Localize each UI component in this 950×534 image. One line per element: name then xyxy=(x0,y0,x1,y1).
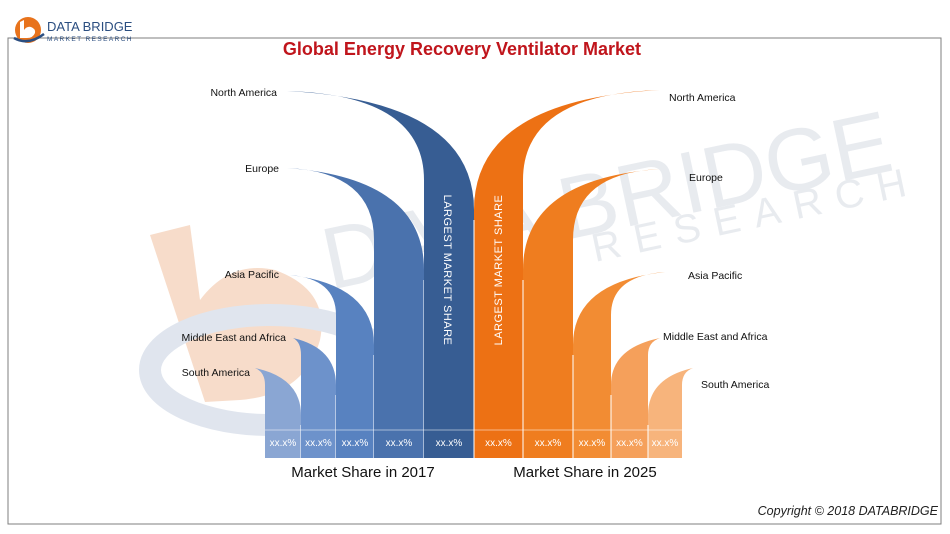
chart-labels: xx.x% South America xx.x% Middle East and A… xyxy=(182,87,770,449)
value-label-2017: xx.x% xyxy=(386,438,413,449)
chart-frame xyxy=(7,37,942,525)
value-label-2017: xx.x% xyxy=(342,438,369,449)
bar-2025-asia-pacific xyxy=(573,272,665,458)
value-label-2017: xx.x% xyxy=(436,438,463,449)
value-label-2025: xx.x% xyxy=(616,438,643,449)
logo: DATA BRIDGE MARKET RESEARCH xyxy=(13,17,133,43)
region-label-2017: Europe xyxy=(245,163,279,175)
value-label-2025: xx.x% xyxy=(485,438,512,449)
bar-2017-europe xyxy=(287,168,424,458)
value-label-2017: xx.x% xyxy=(270,438,297,449)
right-axis-label: Market Share in 2025 xyxy=(513,464,656,481)
bar-2017-asia-pacific xyxy=(290,275,374,458)
region-label-2025: South America xyxy=(701,379,769,391)
logo-name: DATA BRIDGE xyxy=(47,19,133,34)
region-label-2017: North America xyxy=(210,87,277,99)
region-label-2017: Middle East and Africa xyxy=(182,332,287,344)
left-highlight-label: LARGEST MARKET SHARE xyxy=(441,195,453,346)
chart-title: Global Energy Recovery Ventilator Market xyxy=(283,39,641,59)
value-label-2025: xx.x% xyxy=(535,438,562,449)
bar-2017-north-america xyxy=(287,91,474,458)
bar-2017-south-america xyxy=(255,368,301,458)
copyright-text: Copyright © 2018 DATABRIDGE xyxy=(758,504,939,518)
bar-2025-europe xyxy=(523,169,660,458)
region-label-2025: Europe xyxy=(689,172,723,184)
region-label-2025: Asia Pacific xyxy=(688,270,742,282)
region-label-2025: North America xyxy=(669,92,736,104)
bar-2025-north-america xyxy=(474,90,660,458)
value-label-2017: xx.x% xyxy=(305,438,332,449)
region-label-2017: Asia Pacific xyxy=(225,269,279,281)
value-label-2025: xx.x% xyxy=(579,438,606,449)
value-label-2025: xx.x% xyxy=(652,438,679,449)
bar-2017-middle-east-and-africa xyxy=(293,338,336,458)
chart-marks xyxy=(255,90,693,458)
region-label-2025: Middle East and Africa xyxy=(663,331,768,343)
logo-subtitle: MARKET RESEARCH xyxy=(47,36,133,43)
region-label-2017: South America xyxy=(182,367,250,379)
left-axis-label: Market Share in 2017 xyxy=(291,464,434,481)
right-highlight-label: LARGEST MARKET SHARE xyxy=(493,195,505,346)
bar-2025-south-america xyxy=(648,368,693,458)
